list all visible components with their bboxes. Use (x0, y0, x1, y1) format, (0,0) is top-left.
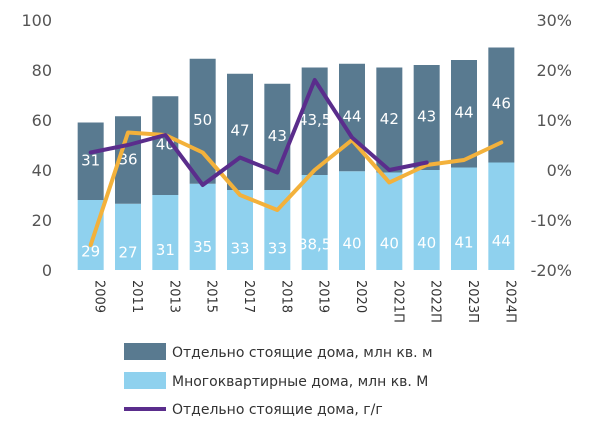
bar-multi-2013 (152, 195, 179, 270)
legend-label-2: Отдельно стоящие дома, г/г (172, 402, 383, 418)
bar-label-multi-2015: 35 (193, 238, 212, 256)
bar-label-multi-2018: 33 (268, 240, 287, 258)
right-tick-30%: 30% (536, 11, 572, 30)
lines-layer (88, 78, 504, 247)
bar-multi-2015 (189, 183, 216, 270)
bar-label-detached-2018: 43 (268, 127, 287, 145)
bar-label-multi-2024П: 44 (492, 232, 511, 250)
left-tick-80: 80 (32, 61, 52, 80)
bar-label-multi-2023П: 41 (454, 233, 473, 251)
right-tick--10%: -10% (531, 211, 572, 230)
x-tick-2023П: 2023П (465, 280, 480, 323)
bar-label-multi-2021П: 40 (380, 235, 399, 253)
bar-label-detached-2020: 44 (342, 107, 361, 125)
left-axis-ticks: 0 20 40 60 80 100 (21, 11, 52, 280)
bar-detached-2022П (413, 65, 440, 170)
bar-label-multi-2022П: 40 (417, 234, 436, 252)
right-tick-0%: 0% (547, 161, 572, 180)
bar-label-multi-2011: 27 (118, 243, 137, 261)
bar-multi-2011 (115, 203, 141, 270)
line-secondary (88, 130, 504, 247)
bar-label-detached-2019: 43,5 (298, 111, 331, 129)
bar-multi-2017 (227, 190, 253, 270)
line-detached-yoy (88, 78, 429, 187)
bar-multi-2023П (451, 167, 477, 270)
bar-multi-2020 (339, 171, 365, 270)
x-tick-2009: 2009 (92, 280, 107, 313)
bar-label-detached-2009: 31 (81, 152, 100, 170)
x-tick-2022П: 2022П (428, 280, 443, 323)
bar-label-detached-2015: 50 (193, 111, 212, 129)
legend: Отдельно стоящие дома, млн кв. м Многоква… (124, 343, 433, 418)
x-tick-2018: 2018 (278, 280, 293, 313)
bar-label-detached-2023П: 44 (454, 104, 473, 122)
legend-label-0: Отдельно стоящие дома, млн кв. м (172, 345, 433, 361)
bar-label-detached-2011: 36 (118, 150, 137, 168)
bar-label-detached-2021П: 42 (380, 110, 399, 128)
bar-detached-2020 (339, 63, 365, 172)
x-tick-2011: 2011 (129, 280, 144, 313)
x-tick-2021П: 2021П (390, 280, 405, 323)
legend-swatch-multi (124, 372, 166, 389)
bar-label-multi-2013: 31 (156, 241, 175, 259)
bar-multi-2021П (376, 172, 403, 270)
left-tick-20: 20 (32, 211, 52, 230)
bar-label-detached-2017: 47 (230, 122, 249, 140)
bars-layer (77, 47, 515, 270)
x-tick-2017: 2017 (241, 280, 256, 313)
bar-labels-layer: 29 31 27 36 31 40 35 50 33 47 33 43 38,5 43,5 40 44 40 42… (81, 95, 511, 262)
bar-label-multi-2019: 38,5 (298, 235, 331, 253)
left-tick-60: 60 (32, 111, 52, 130)
left-tick-0: 0 (42, 261, 52, 280)
legend-swatch-detached (124, 343, 166, 360)
right-tick-10%: 10% (536, 111, 572, 130)
bar-detached-2021П (376, 67, 403, 173)
bar-label-multi-2017: 33 (230, 240, 249, 258)
left-tick-100: 100 (21, 11, 52, 30)
x-tick-2020: 2020 (353, 280, 368, 313)
x-tick-2013: 2013 (166, 280, 181, 313)
bar-detached-2017 (227, 73, 253, 190)
x-tick-2015: 2015 (204, 280, 219, 313)
bar-label-detached-2024П: 46 (492, 95, 511, 113)
x-tick-2024П: 2024П (502, 280, 517, 323)
bar-multi-2009 (77, 200, 104, 270)
bar-detached-2023П (451, 60, 477, 168)
right-tick-20%: 20% (536, 61, 572, 80)
right-tick--20%: -20% (531, 261, 572, 280)
bar-multi-2024П (488, 162, 515, 270)
left-tick-40: 40 (32, 161, 52, 180)
right-axis-ticks: -20% -10% 0% 10% 20% 30% (531, 11, 572, 280)
bar-label-multi-2009: 29 (81, 242, 100, 260)
x-axis-ticks: 2009 2011 2013 2015 2017 2018 2019 2020 2021П 202… (92, 280, 518, 323)
bar-detached-2009 (77, 122, 104, 200)
bar-label-multi-2020: 40 (342, 234, 361, 252)
x-tick-2019: 2019 (316, 280, 331, 313)
bar-multi-2019 (301, 175, 328, 270)
bar-multi-2022П (413, 170, 440, 270)
legend-label-1: Многоквартирные дома, млн кв. М (172, 374, 428, 390)
bar-label-detached-2022П: 43 (417, 107, 436, 125)
